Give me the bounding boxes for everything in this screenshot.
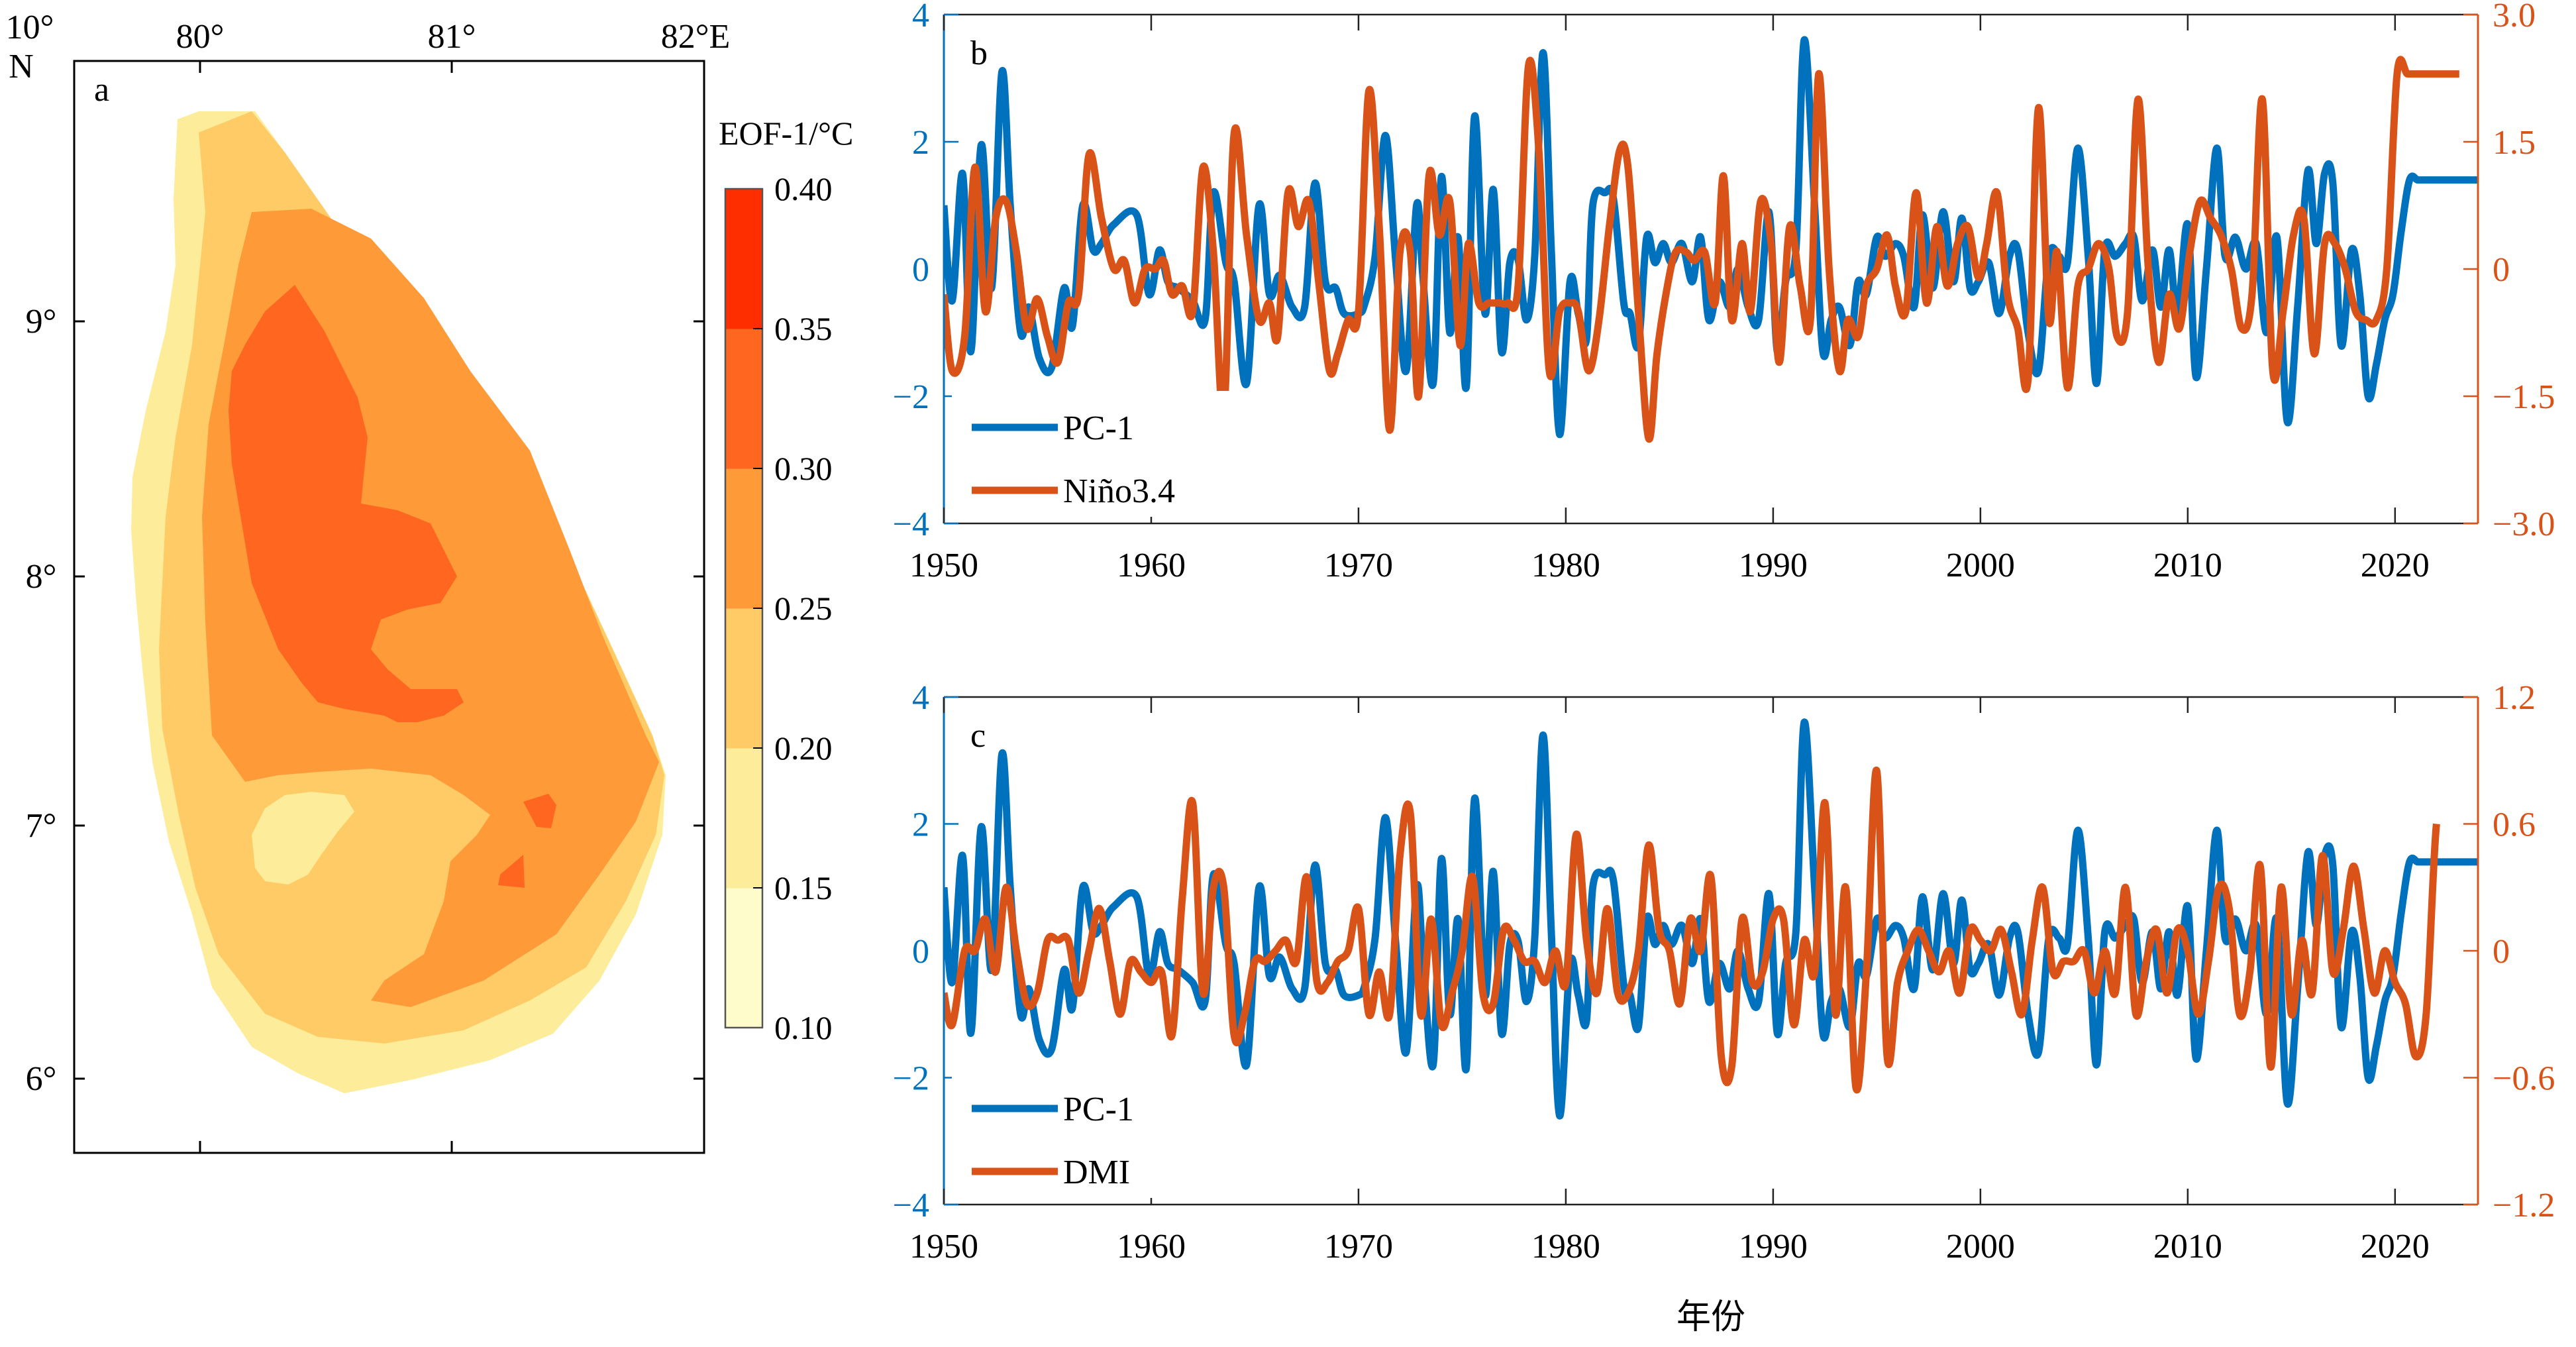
y-right-tick-label: 0 — [2493, 933, 2510, 971]
y-left-tick-label: −2 — [893, 1060, 929, 1098]
panel-label-a: a — [94, 71, 109, 109]
y-right-tick-label: −0.6 — [2493, 1060, 2555, 1098]
series-pc1-line — [944, 36, 2478, 439]
map-lon-ticks — [199, 61, 453, 1153]
colorbar-tick-label: 0.35 — [774, 310, 833, 347]
x-tick-label-2000: 2000 — [1946, 1228, 2015, 1266]
legend-label-pc1: PC-1 — [1063, 1091, 1134, 1128]
y-left-tick-label: 0 — [912, 933, 929, 971]
y-right-tick-label: −1.5 — [2493, 378, 2555, 416]
colorbar-bin-0.10-0.15 — [725, 888, 762, 1028]
legend: PC-1 DMI — [952, 1072, 1230, 1198]
y-left-tick-label: −4 — [893, 1187, 929, 1224]
colorbar-tick-label: 0.15 — [774, 869, 833, 906]
legend-label-pc1: PC-1 — [1063, 409, 1134, 447]
series-lines — [944, 718, 2478, 1120]
lon-tick-80: 80° — [176, 18, 225, 56]
y-left-tick-label: 4 — [912, 0, 929, 34]
x-tick-label-2010: 2010 — [2153, 1228, 2222, 1266]
x-tick-label-1980: 1980 — [1531, 547, 1600, 584]
y-left-tick-label: 4 — [912, 679, 929, 717]
legend-background — [952, 391, 1230, 517]
panel-label-c: c — [970, 717, 986, 755]
y-left-tick-label: −4 — [893, 506, 929, 543]
y-right-tick-label: 3.0 — [2493, 0, 2536, 34]
colorbar-tick-label: 0.10 — [774, 1009, 833, 1046]
panel-label-b: b — [970, 34, 988, 72]
panel-a-map: 80° 81° 82°E 10° N 9° 8° 7° 6° a — [6, 9, 731, 1154]
series-lines — [944, 36, 2478, 443]
x-tick-label-2020: 2020 — [2361, 547, 2430, 584]
x-tick-label-2020: 2020 — [2361, 1228, 2430, 1266]
x-tick-label-1980: 1980 — [1531, 1228, 1600, 1266]
contour-0.30-0.35-east-b — [498, 855, 525, 888]
lat-tick-6: 6° — [26, 1060, 57, 1098]
x-tick-label-2000: 2000 — [1946, 547, 2015, 584]
series-dmi-line — [944, 766, 2440, 1094]
y-left-tick-label: 0 — [912, 251, 929, 289]
y-right-tick-label: 1.2 — [2493, 679, 2536, 717]
lat-tick-8: 8° — [26, 558, 57, 596]
lon-tick-82: 82°E — [661, 18, 731, 56]
x-tick-label-1960: 1960 — [1117, 1228, 1186, 1266]
colorbar-tick-label: 0.40 — [774, 170, 833, 207]
contour-0.15-0.20-highland — [252, 792, 354, 885]
lon-tick-81: 81° — [428, 18, 476, 56]
eof-contour-fills — [131, 111, 666, 1093]
colorbar-bin-0.15-0.20 — [725, 748, 762, 889]
contour-0.30-0.35-east-a — [523, 794, 556, 828]
y-left-tick-label: 2 — [912, 806, 929, 844]
x-tick-label-1970: 1970 — [1324, 1228, 1393, 1266]
colorbar-tick-label: 0.30 — [774, 450, 833, 487]
panel-b-pc1-nino34: 1950 1960 1970 1980 1990 2000 2010 2020 4 2 0 −2 −4 3… — [893, 0, 2555, 584]
map-tick-labels: 80° 81° 82°E 10° N 9° 8° 7° 6° — [6, 9, 731, 1098]
colorbar-bin-0.35-0.40 — [725, 189, 762, 329]
colorbar-tick-label: 0.20 — [774, 729, 833, 767]
y-right-tick-label: −3.0 — [2493, 506, 2555, 543]
legend-background — [952, 1072, 1230, 1198]
y-right-tick-label: 1.5 — [2493, 124, 2536, 162]
colorbar-bin-0.30-0.35 — [725, 329, 762, 469]
colorbar: EOF-1/°C 0.10 0.15 0.20 0.25 0.30 0.35 0.40 — [719, 115, 853, 1046]
x-tick-label-1990: 1990 — [1739, 1228, 1808, 1266]
colorbar-title: EOF-1/°C — [719, 115, 853, 152]
legend-label-dmi: DMI — [1063, 1154, 1130, 1191]
map-frame — [73, 60, 705, 1154]
contour-0.30-0.35-north — [229, 285, 464, 722]
lat-tick-10-hemisphere: N — [9, 48, 34, 85]
y-right-tick-label: 0 — [2493, 251, 2510, 289]
y-right-tick-label: 0.6 — [2493, 806, 2536, 844]
x-tick-label-1950: 1950 — [909, 1228, 978, 1266]
x-tick-label-1990: 1990 — [1739, 547, 1808, 584]
legend: PC-1 Niño3.4 — [952, 391, 1230, 517]
colorbar-bin-0.20-0.25 — [725, 608, 762, 749]
x-axis-label: 年份 — [1676, 1299, 1745, 1336]
x-tick-label-2010: 2010 — [2153, 547, 2222, 584]
colorbar-bin-0.25-0.30 — [725, 468, 762, 609]
x-tick-label-1970: 1970 — [1324, 547, 1393, 584]
map-lat-ticks — [74, 320, 704, 1080]
lat-tick-7: 7° — [26, 807, 57, 845]
colorbar-tick-label: 0.25 — [774, 590, 833, 627]
legend-label-nio34: Niño3.4 — [1063, 472, 1175, 510]
lat-tick-9: 9° — [26, 303, 57, 341]
x-tick-label-1960: 1960 — [1117, 547, 1186, 584]
y-left-tick-label: −2 — [893, 378, 929, 416]
y-right-tick-label: −1.2 — [2493, 1187, 2555, 1224]
panel-c-pc1-dmi: 1950 1960 1970 1980 1990 2000 2010 2020 4 2 0 −2 −4 1… — [893, 679, 2555, 1266]
x-tick-label-1950: 1950 — [909, 547, 978, 584]
y-left-tick-label: 2 — [912, 124, 929, 162]
lat-tick-10: 10° — [6, 9, 54, 46]
